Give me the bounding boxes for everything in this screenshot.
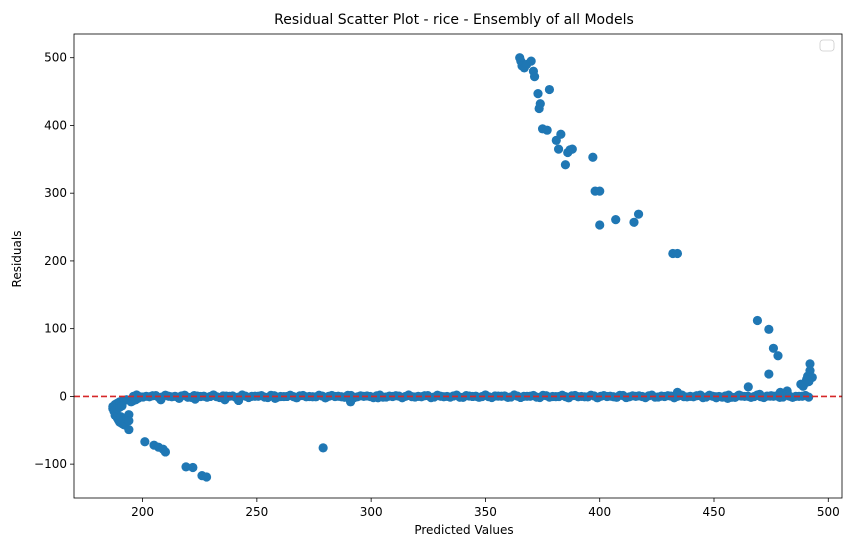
scatter-point (588, 152, 598, 162)
scatter-point (140, 437, 150, 447)
scatter-point (595, 220, 605, 230)
y-tick-label: 100 (44, 322, 67, 336)
x-tick-label: 300 (360, 505, 383, 519)
chart-title: Residual Scatter Plot - rice - Ensembly … (274, 12, 634, 28)
scatter-point (672, 248, 683, 259)
y-axis-label: Residuals (10, 231, 24, 288)
scatter-point (764, 324, 774, 334)
scatter-point (526, 56, 536, 66)
plot-frame (73, 33, 843, 499)
data-points (108, 53, 817, 482)
scatter-point (533, 89, 543, 99)
x-axis-label: Predicted Values (414, 523, 513, 537)
scatter-point (544, 84, 555, 95)
scatter-point (542, 125, 552, 135)
scatter-point (124, 424, 134, 435)
scatter-point (768, 343, 779, 353)
scatter-point (633, 209, 644, 219)
scatter-point (124, 416, 134, 426)
scatter-point (805, 359, 815, 369)
scatter-point (567, 144, 577, 154)
y-tick-label: 300 (44, 186, 67, 200)
scatter-point (595, 186, 605, 196)
x-tick-label: 250 (245, 505, 268, 519)
y-tick-label: −100 (34, 457, 67, 471)
x-axis-ticks: 200 250 300 350 400 450 500 (131, 498, 840, 519)
x-tick-label: 200 (131, 505, 154, 519)
scatter-point (188, 462, 198, 473)
scatter-point (318, 443, 328, 453)
scatter-point (773, 351, 783, 361)
scatter-point (535, 99, 545, 109)
scatter-point (556, 129, 566, 139)
y-tick-label: 500 (44, 51, 67, 65)
x-tick-label: 450 (703, 505, 726, 519)
x-tick-label: 500 (817, 505, 840, 519)
scatter-point (560, 160, 571, 170)
scatter-point (553, 144, 564, 154)
x-tick-label: 350 (474, 505, 497, 519)
scatter-point (201, 472, 212, 482)
legend-box (819, 39, 835, 52)
scatter-point (764, 369, 774, 379)
y-tick-label: 0 (59, 389, 67, 403)
y-tick-label: 400 (44, 118, 67, 132)
scatter-point (160, 447, 171, 457)
scatter-point (752, 315, 763, 326)
scatter-point (181, 462, 191, 472)
y-tick-label: 200 (44, 254, 67, 268)
scatter-point (529, 72, 540, 82)
x-tick-label: 400 (588, 505, 611, 519)
scatter-point (743, 382, 753, 392)
scatter-point (801, 374, 812, 385)
scatter-point (117, 401, 127, 411)
y-axis-ticks: −100 0 100 200 300 400 500 (34, 51, 74, 471)
scatter-point (611, 215, 621, 225)
scatter-point (629, 217, 639, 227)
